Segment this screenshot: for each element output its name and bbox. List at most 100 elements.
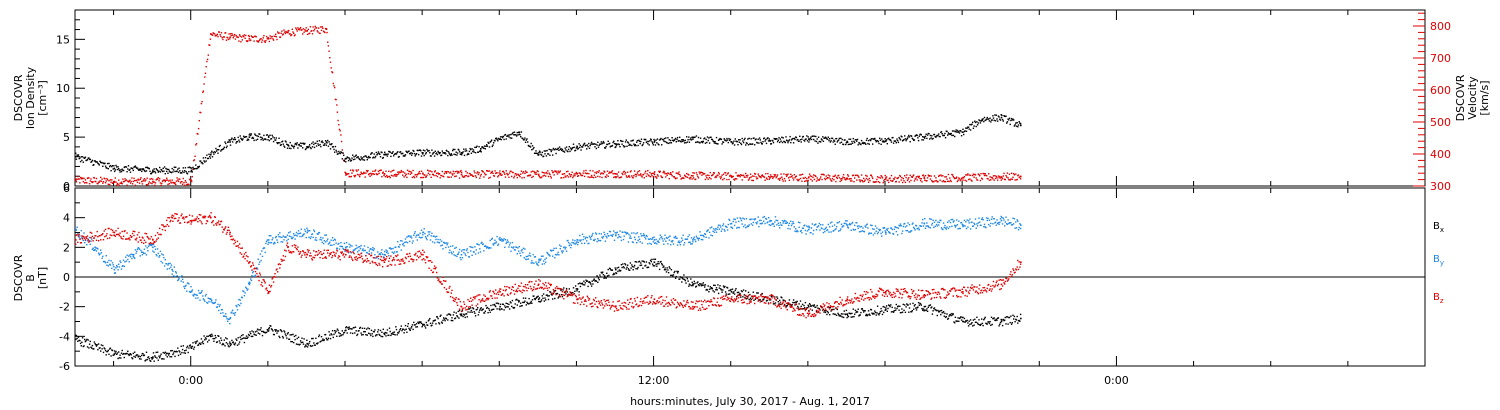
ion-density-point bbox=[114, 169, 116, 171]
by-point bbox=[329, 241, 331, 243]
by-point bbox=[151, 244, 153, 246]
by-point bbox=[108, 259, 110, 262]
ion-density-point bbox=[446, 150, 448, 152]
velocity-point bbox=[321, 26, 323, 28]
bx-point bbox=[365, 334, 367, 336]
bx-point bbox=[683, 278, 686, 281]
ion-density-point bbox=[339, 152, 341, 155]
bx-point bbox=[826, 313, 828, 316]
ion-density-point bbox=[596, 144, 598, 146]
bx-point bbox=[254, 334, 256, 336]
bx-point bbox=[533, 295, 535, 297]
bx-point bbox=[336, 328, 339, 330]
ion-density-point bbox=[358, 157, 360, 160]
bx-point bbox=[170, 356, 173, 358]
velocity-point bbox=[278, 32, 280, 34]
velocity-point bbox=[488, 170, 491, 172]
by-point bbox=[447, 242, 449, 244]
bx-point bbox=[779, 303, 782, 305]
by-point bbox=[406, 236, 408, 238]
velocity-point bbox=[265, 35, 268, 38]
velocity-point bbox=[838, 174, 840, 177]
ion-density-point bbox=[445, 149, 448, 152]
bx-point bbox=[409, 329, 411, 331]
bx-point bbox=[620, 264, 623, 266]
velocity-point bbox=[231, 32, 233, 35]
bx-point bbox=[838, 314, 840, 316]
by-point bbox=[281, 241, 284, 243]
velocity-point bbox=[579, 172, 581, 174]
bx-point bbox=[799, 308, 801, 311]
bx-point bbox=[148, 358, 150, 360]
velocity-point bbox=[559, 170, 561, 172]
ion-density-point bbox=[285, 141, 287, 143]
bx-point bbox=[466, 316, 468, 318]
velocity-point bbox=[462, 176, 464, 178]
ion-density-point bbox=[220, 150, 222, 152]
by-point bbox=[526, 258, 528, 261]
ion-density-point bbox=[1015, 125, 1018, 127]
bx-point bbox=[951, 312, 953, 315]
ion-density-point bbox=[929, 138, 931, 140]
ion-density-point bbox=[382, 156, 384, 159]
by-point bbox=[194, 293, 196, 296]
bx-point bbox=[794, 304, 796, 306]
by-point bbox=[306, 229, 309, 231]
by-point bbox=[396, 251, 398, 253]
ion-density-point bbox=[349, 158, 351, 160]
ion-density-point bbox=[738, 141, 741, 143]
ion-density-point bbox=[96, 161, 98, 163]
velocity-point bbox=[726, 178, 728, 181]
bx-point bbox=[398, 330, 400, 333]
bx-point bbox=[552, 298, 554, 300]
bx-point bbox=[657, 261, 659, 263]
ion-density-point bbox=[636, 139, 639, 142]
velocity-point bbox=[447, 171, 450, 173]
ion-density-point bbox=[166, 168, 168, 170]
ion-density-point bbox=[635, 144, 637, 147]
velocity-point bbox=[955, 177, 957, 179]
velocity-point bbox=[100, 176, 102, 179]
velocity-point bbox=[840, 179, 843, 182]
bx-point bbox=[562, 289, 564, 291]
bx-point bbox=[83, 345, 85, 347]
ion-density-point bbox=[347, 156, 349, 159]
velocity-point bbox=[511, 175, 513, 178]
velocity-point bbox=[890, 179, 892, 182]
bx-point bbox=[158, 355, 160, 357]
ion-density-point bbox=[833, 140, 836, 142]
velocity-point bbox=[234, 33, 236, 36]
ion-density-point bbox=[448, 152, 450, 154]
by-point bbox=[488, 247, 491, 249]
bx-point bbox=[932, 310, 934, 312]
by-point bbox=[131, 257, 133, 260]
by-point bbox=[279, 232, 281, 234]
bx-point bbox=[189, 344, 191, 346]
bx-point bbox=[852, 308, 854, 310]
bx-point bbox=[981, 322, 984, 325]
ion-density-point bbox=[523, 139, 525, 141]
by-point bbox=[449, 245, 452, 248]
ion-density-point bbox=[939, 135, 941, 138]
velocity-point bbox=[962, 176, 964, 179]
ion-density-point bbox=[733, 144, 736, 146]
bx-point bbox=[866, 315, 868, 317]
bx-point bbox=[986, 323, 988, 325]
velocity-point bbox=[947, 180, 949, 182]
ion-density-point bbox=[926, 137, 928, 140]
velocity-point bbox=[736, 178, 738, 180]
velocity-point bbox=[608, 172, 610, 174]
ion-density-point bbox=[343, 160, 346, 162]
ion-density-point bbox=[255, 139, 257, 141]
velocity-point bbox=[669, 173, 671, 175]
velocity-point bbox=[545, 171, 548, 174]
velocity-point bbox=[904, 175, 906, 177]
by-point bbox=[530, 262, 532, 264]
ion-density-point bbox=[211, 156, 214, 158]
bx-point bbox=[719, 285, 721, 287]
bx-point bbox=[661, 263, 663, 265]
velocity-point bbox=[200, 111, 202, 114]
by-point bbox=[359, 246, 361, 248]
bx-point bbox=[492, 304, 494, 306]
bx-point bbox=[305, 345, 307, 347]
